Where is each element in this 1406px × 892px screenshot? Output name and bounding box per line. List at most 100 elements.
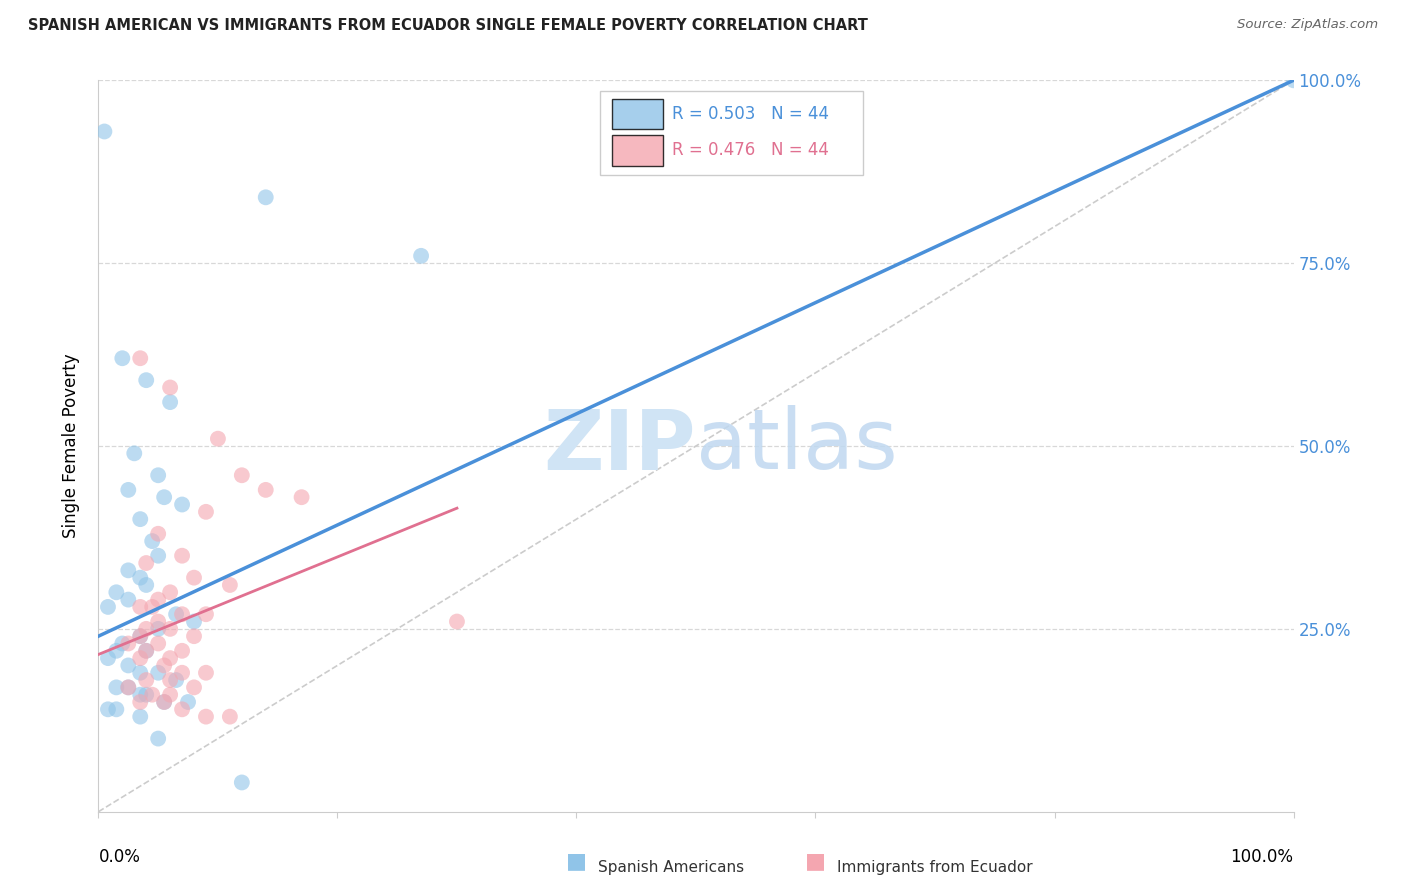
Point bbox=[141, 599, 163, 614]
FancyBboxPatch shape bbox=[613, 135, 662, 166]
Point bbox=[117, 592, 139, 607]
Point bbox=[159, 622, 181, 636]
Point bbox=[135, 644, 157, 658]
Point bbox=[129, 571, 152, 585]
Text: 0.0%: 0.0% bbox=[98, 848, 141, 866]
Point bbox=[153, 490, 176, 504]
Point bbox=[172, 549, 194, 563]
Point bbox=[141, 688, 163, 702]
Point bbox=[135, 688, 157, 702]
Text: R = 0.503   N = 44: R = 0.503 N = 44 bbox=[672, 105, 830, 123]
Point bbox=[195, 505, 218, 519]
Point bbox=[129, 629, 152, 643]
Text: ZIP: ZIP bbox=[544, 406, 696, 486]
Point bbox=[117, 636, 139, 650]
Point bbox=[105, 585, 128, 599]
Text: 100.0%: 100.0% bbox=[1230, 848, 1294, 866]
Point bbox=[105, 702, 128, 716]
Point bbox=[159, 651, 181, 665]
Point bbox=[135, 556, 157, 570]
Point bbox=[129, 651, 152, 665]
Point bbox=[148, 636, 170, 650]
Point bbox=[124, 446, 146, 460]
Text: Source: ZipAtlas.com: Source: ZipAtlas.com bbox=[1237, 18, 1378, 31]
Point bbox=[135, 578, 157, 592]
Text: ■: ■ bbox=[806, 851, 825, 871]
Point bbox=[291, 490, 314, 504]
Point bbox=[135, 644, 157, 658]
Point bbox=[117, 681, 139, 695]
Point bbox=[148, 526, 170, 541]
Point bbox=[105, 644, 128, 658]
Point bbox=[254, 190, 277, 204]
Point bbox=[153, 658, 176, 673]
Point bbox=[117, 483, 139, 497]
Point bbox=[219, 578, 242, 592]
Point bbox=[117, 658, 139, 673]
Point bbox=[159, 380, 181, 394]
Point bbox=[97, 599, 120, 614]
Point bbox=[129, 695, 152, 709]
Point bbox=[411, 249, 433, 263]
Point bbox=[148, 665, 170, 680]
Point bbox=[135, 673, 157, 687]
Point bbox=[159, 688, 181, 702]
Point bbox=[129, 599, 152, 614]
Point bbox=[129, 512, 152, 526]
Text: ■: ■ bbox=[567, 851, 586, 871]
Text: Spanish Americans: Spanish Americans bbox=[598, 860, 744, 874]
Point bbox=[172, 665, 194, 680]
Point bbox=[159, 585, 181, 599]
Point bbox=[1282, 73, 1305, 87]
Text: atlas: atlas bbox=[696, 406, 897, 486]
Point bbox=[105, 681, 128, 695]
Point bbox=[446, 615, 468, 629]
Point bbox=[117, 681, 139, 695]
Point bbox=[172, 498, 194, 512]
Point bbox=[172, 607, 194, 622]
Point bbox=[135, 622, 157, 636]
Point bbox=[153, 695, 176, 709]
Point bbox=[148, 731, 170, 746]
Text: SPANISH AMERICAN VS IMMIGRANTS FROM ECUADOR SINGLE FEMALE POVERTY CORRELATION CH: SPANISH AMERICAN VS IMMIGRANTS FROM ECUA… bbox=[28, 18, 868, 33]
Point bbox=[159, 673, 181, 687]
Point bbox=[129, 709, 152, 723]
Point bbox=[141, 534, 163, 549]
Point bbox=[148, 615, 170, 629]
Point bbox=[231, 468, 253, 483]
Point bbox=[148, 622, 170, 636]
Point bbox=[165, 607, 187, 622]
Point bbox=[195, 607, 218, 622]
Point bbox=[231, 775, 253, 789]
Point bbox=[97, 702, 120, 716]
Point bbox=[129, 351, 152, 366]
FancyBboxPatch shape bbox=[613, 98, 662, 129]
Point bbox=[183, 629, 205, 643]
Point bbox=[165, 673, 187, 687]
Point bbox=[129, 629, 152, 643]
Text: R = 0.476   N = 44: R = 0.476 N = 44 bbox=[672, 142, 830, 160]
Point bbox=[177, 695, 200, 709]
Point bbox=[148, 468, 170, 483]
Point bbox=[219, 709, 242, 723]
Point bbox=[207, 432, 229, 446]
Point bbox=[195, 709, 218, 723]
Point bbox=[153, 695, 176, 709]
Point bbox=[129, 665, 152, 680]
Point bbox=[97, 651, 120, 665]
Point bbox=[159, 395, 181, 409]
Point bbox=[93, 124, 115, 138]
Y-axis label: Single Female Poverty: Single Female Poverty bbox=[62, 354, 80, 538]
Point bbox=[183, 571, 205, 585]
Point bbox=[254, 483, 277, 497]
FancyBboxPatch shape bbox=[600, 91, 863, 176]
Point bbox=[172, 702, 194, 716]
Point bbox=[183, 615, 205, 629]
Point bbox=[195, 665, 218, 680]
Point bbox=[183, 681, 205, 695]
Point bbox=[135, 373, 157, 387]
Point bbox=[129, 688, 152, 702]
Point bbox=[148, 592, 170, 607]
Text: Immigrants from Ecuador: Immigrants from Ecuador bbox=[837, 860, 1032, 874]
Point bbox=[148, 549, 170, 563]
